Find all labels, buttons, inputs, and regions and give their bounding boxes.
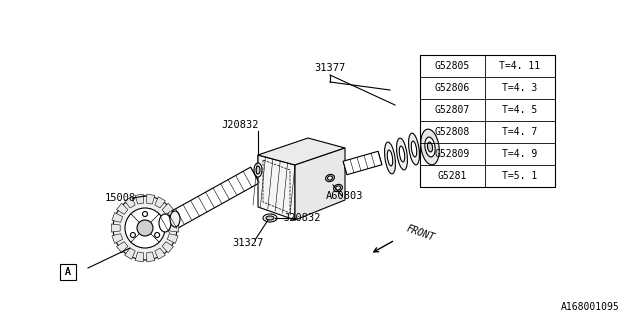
Bar <box>420 55 555 187</box>
Text: 15008: 15008 <box>104 193 136 203</box>
Text: A: A <box>65 267 71 277</box>
Ellipse shape <box>328 176 332 180</box>
Polygon shape <box>135 194 143 204</box>
Text: 31327: 31327 <box>232 238 264 248</box>
Polygon shape <box>258 138 345 165</box>
Text: A168001095: A168001095 <box>561 302 620 312</box>
Polygon shape <box>155 197 165 208</box>
Polygon shape <box>167 212 178 222</box>
Polygon shape <box>343 151 382 175</box>
Polygon shape <box>167 234 178 244</box>
Ellipse shape <box>266 216 274 220</box>
Ellipse shape <box>333 184 342 192</box>
Text: G52808: G52808 <box>435 127 470 137</box>
Text: T=4. 7: T=4. 7 <box>502 127 538 137</box>
Polygon shape <box>162 242 173 253</box>
Ellipse shape <box>412 141 417 157</box>
Text: G52809: G52809 <box>435 149 470 159</box>
Bar <box>60 264 76 280</box>
Circle shape <box>137 220 153 236</box>
Polygon shape <box>162 203 173 214</box>
Polygon shape <box>135 252 143 262</box>
Text: A: A <box>65 267 71 277</box>
Ellipse shape <box>263 214 277 222</box>
Polygon shape <box>116 242 128 253</box>
Ellipse shape <box>155 233 159 237</box>
Text: T=4. 5: T=4. 5 <box>502 105 538 115</box>
Polygon shape <box>295 148 345 220</box>
Ellipse shape <box>131 233 136 237</box>
Ellipse shape <box>387 150 393 166</box>
Ellipse shape <box>256 166 260 174</box>
Text: G52807: G52807 <box>435 105 470 115</box>
Circle shape <box>125 208 165 248</box>
Ellipse shape <box>170 211 180 227</box>
Text: J20832: J20832 <box>221 120 259 130</box>
Text: T=4. 9: T=4. 9 <box>502 149 538 159</box>
Circle shape <box>113 196 177 260</box>
Ellipse shape <box>159 214 171 232</box>
Polygon shape <box>112 234 123 244</box>
Text: FRONT: FRONT <box>405 223 436 243</box>
Polygon shape <box>112 212 123 222</box>
Polygon shape <box>125 197 135 208</box>
Ellipse shape <box>397 138 408 170</box>
Text: T=5. 1: T=5. 1 <box>502 171 538 181</box>
Ellipse shape <box>326 174 334 182</box>
Ellipse shape <box>408 133 419 165</box>
Polygon shape <box>111 224 120 232</box>
Text: A60803: A60803 <box>326 191 364 201</box>
Polygon shape <box>258 155 295 220</box>
Text: G52805: G52805 <box>435 61 470 71</box>
Text: J20832: J20832 <box>284 213 321 223</box>
Ellipse shape <box>335 186 340 190</box>
Polygon shape <box>155 248 165 259</box>
Text: G52806: G52806 <box>435 83 470 93</box>
Ellipse shape <box>428 142 433 152</box>
Text: G5281: G5281 <box>438 171 467 181</box>
Text: T=4. 11: T=4. 11 <box>499 61 541 71</box>
Polygon shape <box>116 203 128 214</box>
Polygon shape <box>170 224 179 232</box>
Polygon shape <box>125 248 135 259</box>
Polygon shape <box>147 194 155 204</box>
Ellipse shape <box>385 142 396 174</box>
Ellipse shape <box>425 137 435 157</box>
Polygon shape <box>161 167 259 233</box>
Text: T=4. 3: T=4. 3 <box>502 83 538 93</box>
Polygon shape <box>147 252 155 262</box>
Ellipse shape <box>254 163 262 177</box>
Ellipse shape <box>143 212 147 217</box>
Ellipse shape <box>420 129 439 165</box>
Text: 31377: 31377 <box>314 63 346 73</box>
Ellipse shape <box>399 146 404 162</box>
